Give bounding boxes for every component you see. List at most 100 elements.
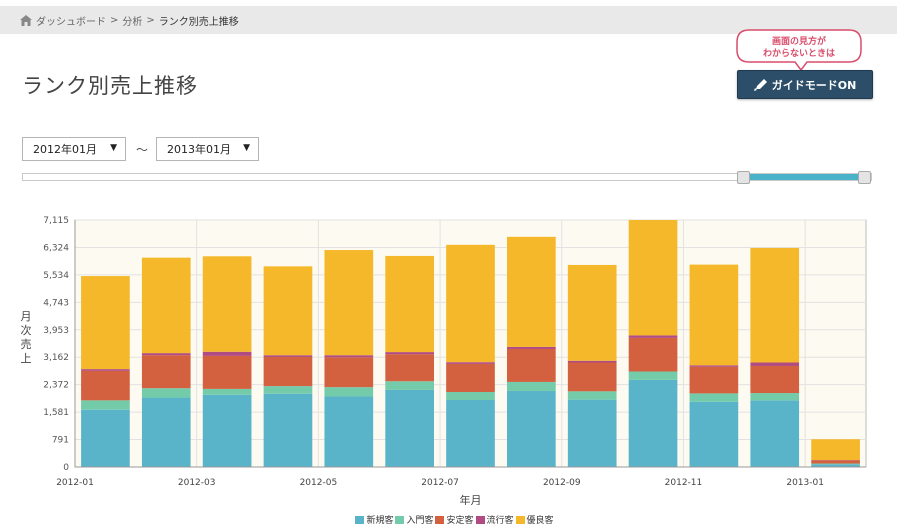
bar-segment[interactable]: [750, 362, 800, 366]
bar-segment[interactable]: [385, 255, 434, 353]
bar-segment[interactable]: [81, 409, 130, 467]
bar-segment[interactable]: [324, 357, 374, 388]
bar-segment[interactable]: [507, 236, 556, 347]
bar-segment[interactable]: [81, 276, 130, 370]
y-tick-label: 4,743: [43, 298, 69, 308]
bar-segment[interactable]: [81, 400, 130, 410]
y-axis-label: 上: [21, 352, 32, 365]
bar-segment[interactable]: [567, 362, 617, 392]
bar-segment[interactable]: [263, 266, 313, 356]
breadcrumb-current: ランク別売上推移: [158, 16, 239, 28]
legend-label: 新規客: [366, 516, 394, 526]
bar-segment[interactable]: [507, 348, 556, 382]
y-tick-label: 2,372: [43, 381, 69, 391]
bar-segment[interactable]: [141, 388, 191, 398]
bar-segment[interactable]: [446, 392, 495, 400]
bar-segment[interactable]: [507, 381, 556, 391]
bar-segment[interactable]: [567, 391, 617, 400]
bar-segment[interactable]: [507, 390, 556, 467]
sales-by-rank-chart: 0 791 1,581 2,372 3,162 3,953 4,743 5,534 6,324 7…: [21, 216, 867, 505]
bar-segment[interactable]: [446, 362, 495, 364]
bar-segment[interactable]: [202, 351, 252, 356]
bar-segment[interactable]: [628, 220, 678, 336]
bar-segment[interactable]: [324, 396, 374, 467]
legend-item[interactable]: 入門客: [395, 513, 433, 526]
guide-speech-bubble: 画面の見方が わからないときは: [735, 28, 863, 72]
breadcrumb-dashboard-link[interactable]: ダッシュボード: [36, 16, 106, 28]
bar-segment[interactable]: [689, 393, 739, 402]
x-tick-label: 2012-05: [300, 478, 338, 488]
bar-segment[interactable]: [628, 371, 678, 380]
bar-segment[interactable]: [446, 363, 495, 393]
bar-segment[interactable]: [202, 355, 252, 389]
bar-segment[interactable]: [263, 355, 313, 357]
bar-segment[interactable]: [811, 464, 860, 467]
bar-segment[interactable]: [750, 400, 800, 467]
bar-segment[interactable]: [385, 354, 434, 382]
bar-segment[interactable]: [263, 356, 313, 387]
bar-segment[interactable]: [141, 257, 191, 354]
legend-item[interactable]: 新規客: [355, 513, 393, 526]
bar-segment[interactable]: [689, 366, 739, 394]
bar-segment[interactable]: [750, 393, 800, 401]
legend-item[interactable]: 優良客: [515, 513, 554, 526]
chart-legend: 新規客 入門客 安定客 流行客 優良客: [0, 513, 897, 526]
slider-end-handle[interactable]: [858, 171, 871, 184]
legend-item[interactable]: 流行客: [475, 513, 514, 526]
start-month-select[interactable]: 2012年01月 ▼: [22, 137, 126, 161]
guide-bubble-line-2: わからないときは: [762, 49, 835, 59]
guide-mode-label: ガイドモードON: [771, 78, 857, 92]
bar-segment[interactable]: [202, 394, 252, 467]
bar-segment[interactable]: [81, 370, 130, 401]
legend-swatch: [435, 515, 445, 524]
bar-segment[interactable]: [811, 463, 860, 465]
bar-segment[interactable]: [446, 399, 495, 467]
slider-start-handle[interactable]: [737, 171, 750, 184]
legend-item[interactable]: 安定客: [435, 513, 474, 526]
breadcrumb-analysis-link[interactable]: 分析: [122, 16, 143, 28]
x-tick-label: 2013-01: [786, 478, 824, 488]
bar-segment[interactable]: [811, 460, 860, 464]
bar-segment[interactable]: [689, 365, 739, 367]
bar-segment[interactable]: [628, 335, 678, 338]
bar-segment[interactable]: [263, 386, 313, 394]
end-month-select[interactable]: 2013年01月 ▼: [156, 137, 259, 161]
legend-swatch: [355, 515, 365, 524]
legend-label: 流行客: [486, 516, 514, 526]
bar-segment[interactable]: [567, 264, 617, 361]
bar-segment[interactable]: [324, 387, 374, 397]
bar-segment[interactable]: [750, 365, 800, 394]
end-month-value: 2013年01月: [167, 143, 231, 156]
bar-segment[interactable]: [141, 397, 191, 467]
bar-segment[interactable]: [567, 399, 617, 467]
bar-segment[interactable]: [324, 250, 374, 356]
bar-segment[interactable]: [811, 439, 860, 461]
guide-mode-button[interactable]: ガイドモードON: [737, 70, 873, 99]
bar-segment[interactable]: [202, 388, 252, 395]
bar-segment[interactable]: [141, 355, 191, 389]
bar-segment[interactable]: [689, 401, 739, 467]
bar-segment[interactable]: [689, 264, 739, 366]
x-tick-label: 2012-03: [178, 478, 216, 488]
bar-segment[interactable]: [628, 337, 678, 372]
breadcrumb-separator: >: [146, 14, 155, 26]
bar-segment[interactable]: [385, 352, 434, 355]
bar-segment[interactable]: [385, 389, 434, 467]
bar-segment[interactable]: [81, 369, 130, 371]
period-range-slider[interactable]: [22, 173, 872, 181]
bar-segment[interactable]: [385, 381, 434, 390]
y-axis-label: 次: [21, 323, 32, 337]
bar-segment[interactable]: [324, 355, 374, 358]
bar-segment[interactable]: [141, 353, 191, 356]
y-axis-label: 月: [21, 310, 32, 323]
bar-segment[interactable]: [446, 244, 495, 363]
bar-segment[interactable]: [202, 256, 252, 352]
breadcrumb: ダッシュボード > 分析 > ランク別売上推移: [0, 6, 897, 34]
x-axis-label: 年月: [460, 493, 482, 505]
bar-segment[interactable]: [750, 247, 800, 363]
bar-segment[interactable]: [263, 393, 313, 467]
bar-segment[interactable]: [507, 346, 556, 349]
bar-segment[interactable]: [628, 379, 678, 467]
y-axis-label: 売: [21, 338, 32, 351]
bar-segment[interactable]: [567, 360, 617, 363]
